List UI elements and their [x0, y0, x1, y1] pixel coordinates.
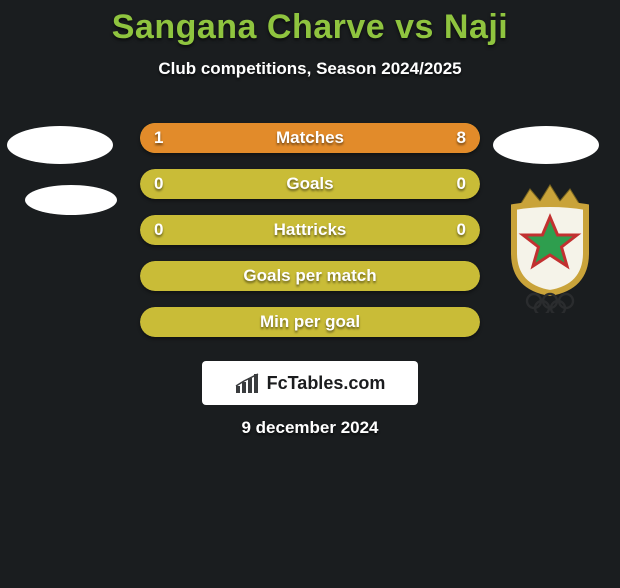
stat-bar-right-value: 8 [457, 123, 466, 153]
stat-bar-label: Goals [140, 169, 480, 199]
stat-bar: Matches1 8 [140, 123, 480, 153]
team-left-badge-placeholder [25, 185, 117, 215]
stat-bar: Min per goal [140, 307, 480, 337]
player-right-photo-placeholder [493, 126, 599, 164]
fctables-logo-text: FcTables.com [267, 373, 386, 394]
stat-bar: Hattricks0 0 [140, 215, 480, 245]
bars-icon [235, 372, 263, 394]
stat-bar-left-value: 0 [154, 215, 163, 245]
snapshot-date: 9 december 2024 [0, 418, 620, 438]
fctables-logo: FcTables.com [202, 361, 418, 405]
crest-rings [527, 294, 573, 313]
subtitle: Club competitions, Season 2024/2025 [0, 59, 620, 79]
team-right-crest [500, 183, 600, 313]
stat-bars: Matches18Goals00Hattricks00Goals per mat… [140, 123, 480, 353]
player-left-photo-placeholder [7, 126, 113, 164]
stat-bar-label: Matches [140, 123, 480, 153]
stat-bar-right-value: 0 [457, 169, 466, 199]
stat-bar: Goals0 0 [140, 169, 480, 199]
stat-bar: Goals per match [140, 261, 480, 291]
stat-bar-right-value: 0 [457, 215, 466, 245]
stat-bar-left-value: 1 [154, 123, 163, 153]
stat-bar-left-value: 0 [154, 169, 163, 199]
page-title: Sangana Charve vs Naji [0, 8, 620, 47]
stat-bar-label: Goals per match [140, 261, 480, 291]
comparison-stage: Matches18Goals00Hattricks00Goals per mat… [0, 123, 620, 353]
stat-bar-label: Hattricks [140, 215, 480, 245]
stat-bar-label: Min per goal [140, 307, 480, 337]
